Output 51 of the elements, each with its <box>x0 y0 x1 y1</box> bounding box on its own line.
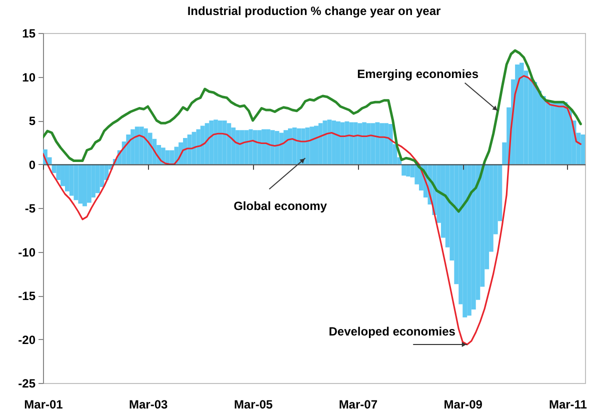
bar <box>462 164 468 318</box>
annotation: Developed economies <box>328 324 456 338</box>
bar <box>318 123 323 164</box>
bar <box>292 128 297 164</box>
bar <box>222 120 227 164</box>
x-tick-label: Mar-07 <box>338 398 378 412</box>
y-tick-label: -5 <box>24 202 36 216</box>
bar <box>148 132 152 164</box>
bar <box>370 123 376 164</box>
bar <box>187 134 192 164</box>
bar <box>74 164 78 200</box>
y-tick-label: 0 <box>28 158 36 172</box>
bar <box>388 124 393 164</box>
bar <box>366 123 371 164</box>
line-series <box>43 49 582 213</box>
bar <box>244 130 249 164</box>
bar <box>515 64 520 164</box>
bar <box>200 126 205 164</box>
y-tick-label: 15 <box>22 26 36 40</box>
y-tick-label: -20 <box>18 332 36 347</box>
x-tick-label: Mar-09 <box>444 398 483 412</box>
bar <box>358 123 362 164</box>
bar <box>209 120 214 164</box>
bar <box>327 120 332 164</box>
x-tick-label: Mar-01 <box>24 398 64 412</box>
bar <box>336 121 340 164</box>
y-tick-label: -10 <box>18 245 36 260</box>
bar <box>344 121 350 164</box>
bar <box>270 130 275 164</box>
annotation: Emerging economies <box>357 66 479 81</box>
bar <box>139 126 144 164</box>
x-tick-label: Mar-03 <box>128 398 168 412</box>
bar <box>375 122 380 164</box>
bar <box>170 150 174 164</box>
y-tick-label: -15 <box>18 289 36 303</box>
bar <box>550 101 555 164</box>
x-tick-label: Mar-05 <box>234 398 273 412</box>
bar <box>86 164 92 203</box>
y-tick-label: 10 <box>22 70 36 84</box>
x-tick-label: Mar-11 <box>548 398 588 412</box>
y-tick-label: 5 <box>28 114 36 128</box>
bar <box>262 129 266 164</box>
bar <box>279 132 284 164</box>
bar <box>69 164 74 196</box>
chart-title: Industrial production % change year on year <box>187 4 442 18</box>
annotation: Global economy <box>234 199 328 214</box>
bar <box>340 122 345 164</box>
bar <box>95 164 100 194</box>
bar <box>252 130 258 164</box>
y-tick-label: -25 <box>18 376 36 390</box>
bar <box>305 128 310 164</box>
